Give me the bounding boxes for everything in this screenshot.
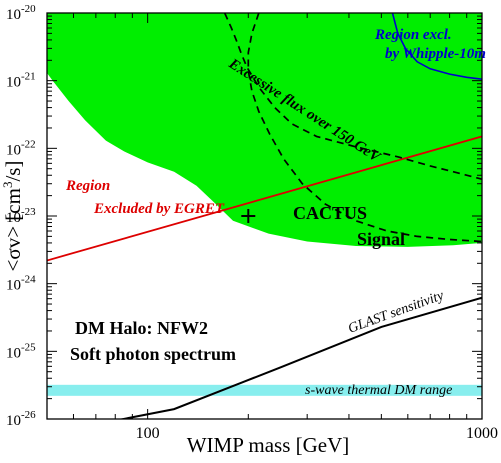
cactus-marker [241,209,256,223]
cactus-label: CACTUS [293,203,367,223]
x-axis-label: WIMP mass [GeV] [187,433,350,457]
cactus-contour-inner [247,13,482,243]
thermal-band [47,384,482,396]
y-tick-labels: 10-26 10-25 10-24 10-23 10-22 10-21 10-20 [6,3,36,429]
egret-label-line1: Region [65,178,110,194]
glast-sensitivity-line [118,296,482,419]
whipple-label-line1: Region excl. [374,27,452,43]
y-tick-label: 10-20 [6,3,36,23]
whipple-label-line2: by Whipple-10m [385,46,486,62]
x-tick-labels: 100 1000 [136,425,498,442]
y-axis-label-unit-sup: 3 [0,182,15,189]
cactus-contour-outer [223,13,482,181]
signal-band [47,13,482,247]
y-axis-label-main: <σv> [1,226,25,272]
y-tick-label: 10-22 [6,138,36,158]
whipple-limit-line [391,13,482,80]
y-tick-label: 10-25 [6,341,36,361]
egret-label-line2: Excluded by EGRET [93,201,225,217]
egret-limit-line [47,135,482,262]
y-axis-label: <σv> [cm3/s] [0,161,25,272]
plot-frame [46,12,483,420]
y-tick-label: 10-21 [6,71,36,91]
signal-label: Signal [357,229,405,249]
x-tick-label: 1000 [466,425,498,442]
halo-label-line1: DM Halo: NFW2 [75,318,208,338]
y-axis-label-unit-end: /s] [1,161,25,182]
halo-label-line2: Soft photon spectrum [70,344,236,364]
y-tick-label: 10-26 [6,409,36,429]
y-tick-label: 10-23 [6,206,36,226]
thermal-label: s-wave thermal DM range [305,383,452,398]
x-tick-label: 100 [136,425,160,442]
y-axis-label-unit: [cm [1,188,25,221]
y-tick-label: 10-24 [6,274,36,294]
